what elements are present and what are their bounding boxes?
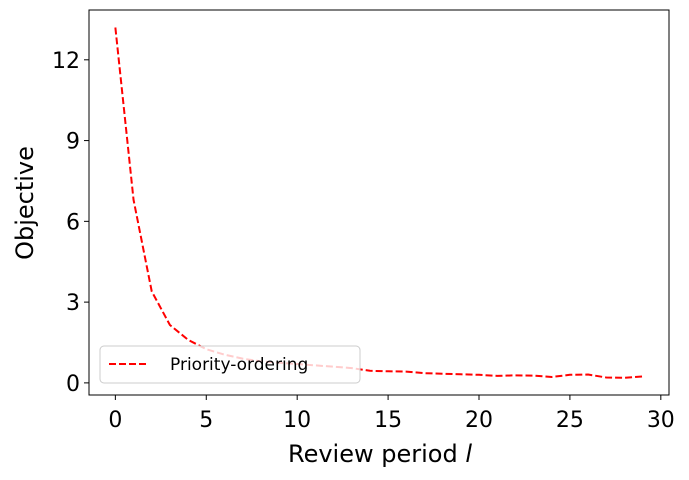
y-tick-label: 9 — [66, 130, 80, 155]
x-label-var: l — [465, 440, 472, 468]
y-axis-label: Objective — [11, 146, 39, 260]
x-tick-label: 5 — [199, 408, 213, 433]
x-axis-label: Review period l — [288, 440, 472, 468]
x-tick-label: 10 — [283, 408, 311, 433]
data-line — [114, 27, 643, 379]
x-tick-label: 30 — [647, 408, 675, 433]
legend-box — [99, 345, 361, 384]
x-tick-label: 25 — [556, 408, 584, 433]
y-tick-label: 6 — [66, 210, 80, 235]
x-tick-label: 0 — [108, 408, 122, 433]
y-tick-label: 3 — [66, 291, 80, 316]
x-label-text: Review period — [288, 440, 458, 468]
y-tick-label: 0 — [66, 372, 80, 397]
plot-frame — [88, 9, 670, 396]
legend: Priority-ordering — [99, 345, 361, 384]
x-tick-label: 20 — [465, 408, 493, 433]
x-tick-label: 15 — [374, 408, 402, 433]
legend-label: Priority-ordering — [170, 355, 308, 375]
y-tick-label: 12 — [52, 49, 80, 74]
